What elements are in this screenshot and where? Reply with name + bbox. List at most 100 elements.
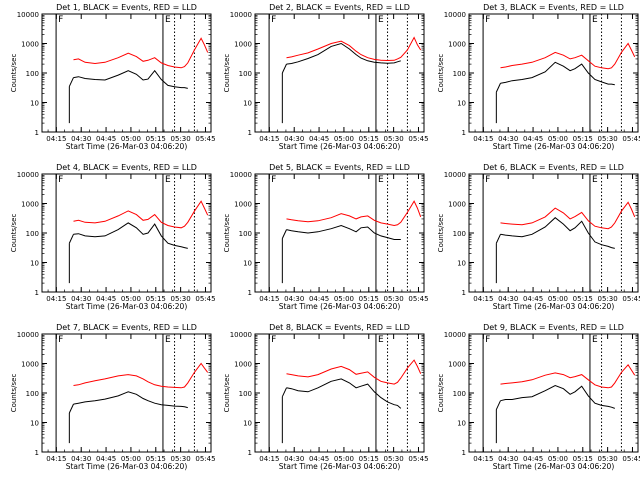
panel-det-1: Det 1, BLACK = Events, RED = LLD 1 10 100 10… [10, 3, 216, 151]
y-tick-label: 10 [30, 260, 39, 268]
series-line-lld [73, 362, 209, 389]
marker-label: E [378, 335, 384, 345]
plot-frame [468, 13, 639, 133]
marker-label: E [378, 15, 384, 25]
series-line-lld [500, 363, 636, 389]
x-tick-label: 04:30 [498, 135, 518, 143]
panel-title: Det 2, BLACK = Events, RED = LLD [269, 3, 410, 12]
series-rise-events [495, 400, 501, 410]
y-tick-label: 100 [453, 230, 466, 238]
x-tick-label: 04:45 [523, 295, 543, 303]
y-axis-label: Counts/sec [223, 374, 231, 413]
y-tick-label: 10 [457, 100, 466, 108]
y-tick-label: 1000 [21, 361, 39, 369]
series-line-events [286, 378, 402, 409]
y-tick-label: 1 [462, 289, 466, 297]
marker-label: E [592, 15, 598, 25]
x-tick-label: 05:15 [573, 455, 593, 463]
y-tick-label: 100 [26, 390, 39, 398]
y-tick-label: 10 [243, 100, 252, 108]
series-line-events [73, 69, 188, 89]
x-axis-label: Start Time (26-Mar-03 04:06:20) [66, 142, 188, 151]
y-tick-label: 10000 [17, 11, 39, 19]
series-line-lld [73, 200, 209, 229]
plot-frame [468, 333, 639, 453]
x-tick-label: 05:00 [121, 135, 141, 143]
y-axis-label: Counts/sec [10, 374, 18, 413]
series-line-events [500, 217, 615, 249]
series-line-lld [286, 200, 422, 227]
x-tick-label: 05:15 [146, 135, 166, 143]
y-tick-label: 100 [453, 70, 466, 78]
series-rise-events [68, 234, 74, 244]
series-line-lld [286, 359, 422, 385]
y-tick-label: 10000 [444, 11, 466, 19]
x-axis-label: Start Time (26-Mar-03 04:06:20) [279, 462, 401, 471]
x-tick-label: 04:45 [96, 135, 116, 143]
y-tick-label: 1000 [234, 41, 252, 49]
plot-frame [254, 173, 425, 293]
y-tick-label: 10000 [444, 331, 466, 339]
y-axis-label: Counts/sec [10, 214, 18, 253]
y-axis-label: Counts/sec [223, 54, 231, 93]
series-rise-events [281, 63, 287, 74]
x-tick-label: 05:45 [622, 455, 640, 463]
series-line-lld [500, 42, 636, 70]
x-tick-label: 04:30 [284, 295, 304, 303]
y-tick-label: 100 [239, 230, 252, 238]
x-tick-label: 05:15 [146, 295, 166, 303]
plot-frame [254, 333, 425, 453]
x-tick-label: 05:45 [195, 135, 215, 143]
x-tick-label: 04:45 [523, 135, 543, 143]
marker-label: E [165, 15, 171, 25]
marker-label: F [485, 15, 490, 25]
y-tick-label: 1000 [448, 361, 466, 369]
x-tick-label: 04:30 [71, 295, 91, 303]
x-axis-label: Start Time (26-Mar-03 04:06:20) [493, 462, 615, 471]
y-tick-label: 10 [457, 420, 466, 428]
panel-title: Det 1, BLACK = Events, RED = LLD [56, 3, 197, 12]
panel-title: Det 4, BLACK = Events, RED = LLD [56, 163, 197, 172]
x-tick-label: 05:30 [598, 135, 618, 143]
x-tick-label: 04:15 [259, 135, 279, 143]
x-axis-label: Start Time (26-Mar-03 04:06:20) [279, 142, 401, 151]
plot-frame [41, 173, 212, 293]
series-rise-events [281, 387, 287, 397]
x-tick-label: 05:15 [573, 135, 593, 143]
x-tick-label: 05:30 [171, 135, 191, 143]
plot-frame [468, 173, 639, 293]
x-tick-label: 05:45 [195, 455, 215, 463]
x-tick-label: 05:45 [622, 135, 640, 143]
panel-title: Det 5, BLACK = Events, RED = LLD [269, 163, 410, 172]
series-line-events [286, 42, 401, 65]
panel-det-7: Det 7, BLACK = Events, RED = LLD 1 10 100 10… [10, 323, 216, 471]
x-tick-label: 04:15 [259, 455, 279, 463]
y-tick-label: 10 [243, 260, 252, 268]
x-tick-label: 05:00 [121, 455, 141, 463]
series-line-events [73, 391, 188, 409]
x-tick-label: 04:30 [284, 135, 304, 143]
panel-title: Det 3, BLACK = Events, RED = LLD [483, 3, 624, 12]
panel-title: Det 8, BLACK = Events, RED = LLD [269, 323, 410, 332]
y-tick-label: 100 [26, 230, 39, 238]
x-tick-label: 04:15 [473, 295, 493, 303]
x-tick-label: 04:30 [71, 135, 91, 143]
panel-det-6: Det 6, BLACK = Events, RED = LLD 1 10 100 10… [437, 163, 640, 311]
y-tick-label: 1000 [234, 361, 252, 369]
x-tick-label: 04:30 [498, 455, 518, 463]
y-tick-label: 10 [30, 100, 39, 108]
x-axis-label: Start Time (26-Mar-03 04:06:20) [66, 302, 188, 311]
panel-det-9: Det 9, BLACK = Events, RED = LLD 1 10 100 10… [437, 323, 640, 471]
y-tick-label: 10 [457, 260, 466, 268]
plot-frame [41, 13, 212, 133]
y-tick-label: 10 [243, 420, 252, 428]
panel-det-8: Det 8, BLACK = Events, RED = LLD 1 10 100 10… [223, 323, 429, 471]
x-tick-label: 04:30 [498, 295, 518, 303]
y-tick-label: 100 [26, 70, 39, 78]
y-tick-label: 1000 [448, 41, 466, 49]
x-tick-label: 04:15 [46, 455, 66, 463]
x-tick-label: 05:00 [548, 135, 568, 143]
x-tick-label: 05:45 [408, 135, 428, 143]
y-axis-label: Counts/sec [437, 374, 445, 413]
